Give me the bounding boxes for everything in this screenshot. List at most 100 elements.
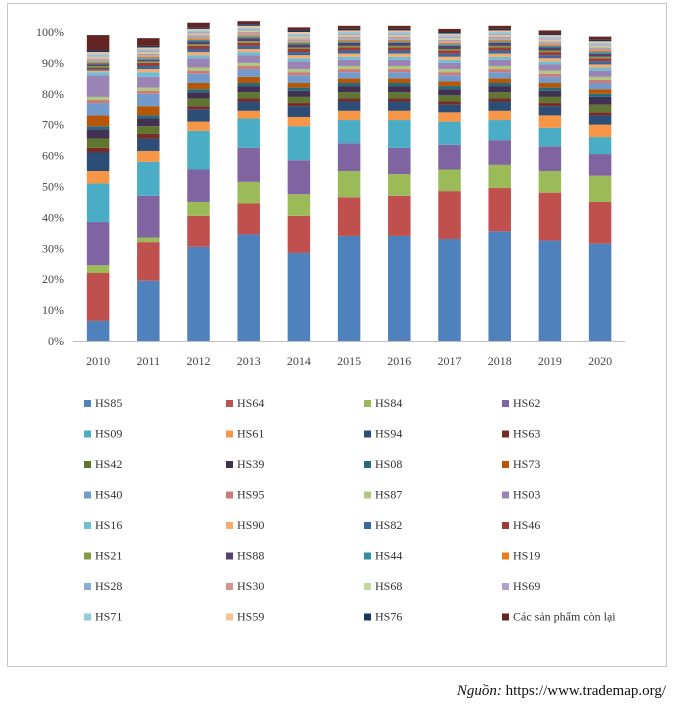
bar-segment-hs28 [137, 55, 160, 57]
bar-segment-hs19 [388, 39, 411, 42]
bar-segment-hs90 [337, 53, 361, 57]
bar-segment-hs85 [438, 239, 461, 341]
legend-label: HS87 [375, 488, 402, 502]
bar-segment-hs71 [388, 32, 411, 34]
legend-swatch [84, 583, 91, 590]
chart-frame: 0% 10% 20% 30% 40% 50% 60% 70% 80% 90% 100% 2010 20… [7, 3, 667, 667]
bar-segment-hs44 [388, 41, 411, 43]
legend-label: HS76 [375, 610, 402, 624]
legend-item: HS30 [226, 579, 264, 593]
bar-segment-hs95 [538, 73, 562, 77]
legend-label: HS19 [513, 549, 540, 563]
bar-segment-hs21 [388, 45, 411, 48]
bar-segment-hs69 [388, 33, 411, 36]
bar-segment-các-sản-phẩm-còn-lại [86, 35, 110, 51]
bar-segment-hs21 [237, 41, 260, 43]
source-url[interactable]: https://www.trademap.org/ [505, 683, 666, 699]
legend-swatch [364, 583, 371, 590]
bar-stack-2011 [137, 38, 160, 341]
bar-segment-hs82 [137, 65, 160, 70]
x-tick-label: 2012 [187, 354, 211, 368]
bar-segment-hs39 [187, 92, 210, 99]
bar-segment-hs84 [187, 201, 210, 216]
bar-segment-hs84 [287, 194, 311, 216]
bar-segment-hs61 [538, 115, 562, 128]
bar-segment-hs62 [538, 146, 562, 172]
legend-swatch [502, 400, 509, 407]
bar-segment-hs28 [488, 38, 511, 40]
bar-segment-hs21 [137, 61, 160, 63]
bar-segment-hs61 [488, 110, 511, 121]
bar-segment-hs95 [588, 79, 612, 83]
bar-segment-hs82 [187, 49, 210, 53]
bar-segment-hs44 [337, 41, 361, 43]
legend-swatch [84, 522, 91, 529]
bar-segment-các-sản-phẩm-còn-lại [438, 28, 461, 32]
bar-segment-hs61 [287, 116, 311, 127]
bar-segment-hs16 [438, 59, 461, 63]
legend-item: HS39 [226, 457, 264, 471]
bar-segment-hs73 [287, 82, 311, 88]
legend-swatch [364, 491, 371, 499]
bar-stack-2017 [438, 28, 461, 341]
bar-segment-hs69 [237, 28, 260, 31]
bar-segment-hs71 [488, 32, 511, 34]
y-tick-label: 40% [42, 210, 64, 224]
bar-segment-hs39 [588, 96, 612, 105]
y-tick-label: 30% [42, 241, 64, 255]
bar-segment-hs94 [187, 109, 210, 122]
bar-segment-hs42 [337, 92, 361, 99]
bar-segment-hs76 [187, 27, 210, 29]
bar-segment-hs44 [538, 45, 562, 48]
bar-segment-hs61 [137, 150, 160, 162]
bar-segment-hs71 [438, 35, 461, 37]
bar-segment-hs30 [488, 36, 511, 39]
bar-segment-hs64 [538, 192, 562, 241]
bar-segment-hs19 [237, 35, 260, 37]
bar-segment-các-sản-phẩm-còn-lại [337, 25, 361, 29]
bar-segment-hs73 [86, 115, 110, 127]
legend-label: HS73 [513, 457, 540, 471]
bar-segment-hs87 [287, 69, 311, 73]
bar-segment-hs63 [287, 103, 311, 107]
bar-segment-hs46 [438, 50, 461, 54]
legend-swatch [502, 430, 509, 438]
legend-label: HS09 [95, 427, 122, 441]
bar-segment-hs94 [488, 101, 511, 111]
bar-segment-hs71 [588, 42, 612, 45]
legend-label: HS61 [237, 427, 264, 441]
bar-segment-hs87 [237, 62, 260, 66]
bar-segment-hs61 [438, 112, 461, 122]
x-tick-label: 2017 [438, 354, 462, 368]
bar-segment-hs84 [538, 171, 562, 193]
bar-segment-hs61 [237, 110, 260, 119]
bar-segment-hs82 [86, 69, 110, 71]
legend-swatch [84, 552, 91, 560]
bar-segment-hs88 [388, 42, 411, 46]
legend-item: HS59 [226, 610, 264, 624]
x-tick-label: 2010 [86, 354, 110, 368]
bar-segment-hs73 [438, 81, 461, 87]
bar-segment-hs44 [438, 44, 461, 46]
x-tick-label: 2020 [588, 354, 612, 368]
bar-segment-hs63 [237, 98, 260, 102]
legend-swatch [226, 430, 233, 438]
bar-segment-hs40 [287, 75, 311, 83]
bar-segment-hs90 [388, 53, 411, 57]
bar-segment-hs62 [337, 143, 361, 172]
legend-swatch [84, 491, 91, 499]
bar-segment-hs68 [337, 35, 361, 37]
legend-item: HS28 [84, 579, 122, 593]
bar-segment-hs62 [388, 147, 411, 175]
bar-segment-hs64 [388, 195, 411, 236]
bar-segment-hs63 [187, 106, 210, 110]
legend-label: HS03 [513, 488, 540, 502]
y-tick-label: 70% [42, 118, 64, 132]
bar-segment-hs21 [287, 47, 311, 49]
bar-segment-hs42 [137, 126, 160, 134]
bar-segment-hs87 [488, 65, 511, 70]
bar-segment-hs46 [388, 47, 411, 51]
bar-segment-hs94 [237, 101, 260, 111]
bar-stack-2016 [388, 25, 411, 341]
bar-segment-hs73 [187, 82, 210, 90]
